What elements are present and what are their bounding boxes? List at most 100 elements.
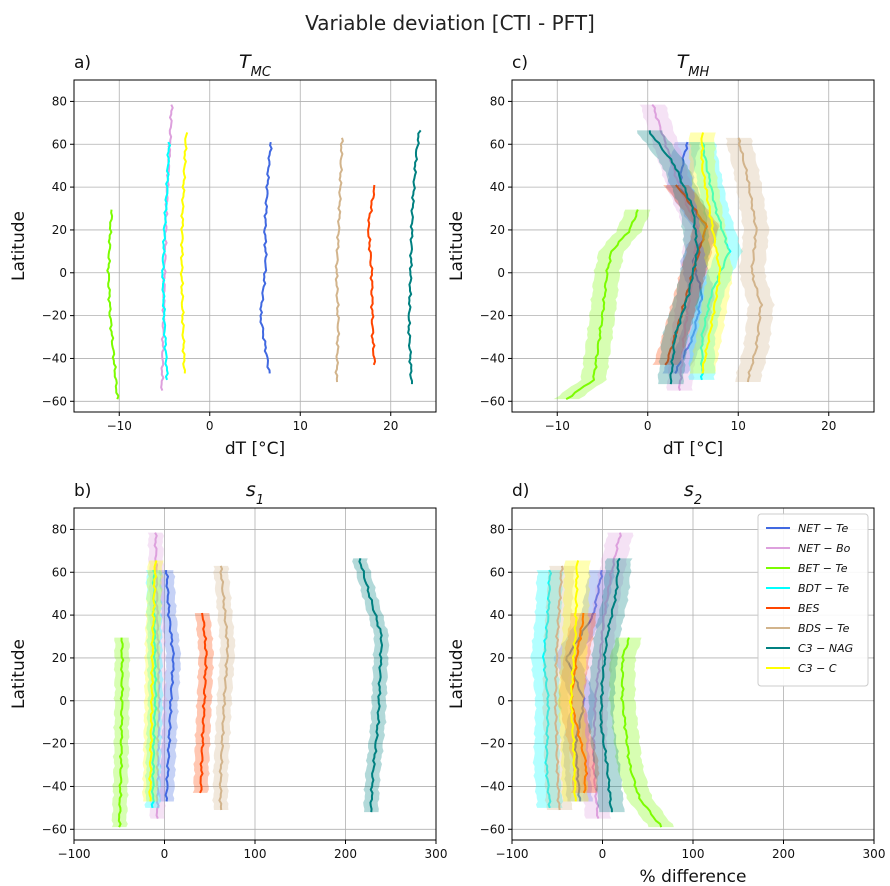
x-tick-label: 20 (821, 419, 836, 433)
y-tick-label: −40 (480, 351, 505, 365)
panel-label: b) (74, 481, 91, 501)
x-tick-label: 10 (293, 419, 308, 433)
panel-title: TMH (677, 51, 710, 80)
legend-label: BES (798, 602, 819, 615)
panel-label: c) (512, 53, 528, 73)
panel-title: TMC (239, 51, 272, 80)
panel-title: s1 (246, 479, 264, 508)
panel-c: −10 0 10 20 −60 −40 −20 0 20 40 60 80 c) TMH dT [°C] La… (447, 51, 875, 459)
y-tick-label: −60 (480, 394, 505, 408)
y-tick-label: 80 (52, 522, 67, 536)
panel-title-subscript: MC (251, 65, 272, 80)
y-tick-label: −60 (42, 394, 67, 408)
axes-frame (73, 79, 437, 413)
panel-title: s2 (684, 479, 702, 508)
series-group (530, 532, 674, 828)
series-line (199, 612, 208, 794)
series-line (651, 103, 700, 391)
series-line (553, 565, 564, 811)
x-tick-label: −10 (545, 419, 570, 433)
y-tick-label: 20 (52, 223, 67, 237)
y-tick-label: 80 (490, 522, 505, 536)
y-tick-label: 20 (490, 651, 505, 665)
series-band (608, 637, 674, 828)
y-tick-label: −40 (42, 779, 67, 793)
panel-label: d) (512, 481, 529, 501)
series-line (700, 132, 722, 374)
x-tick-label: 300 (863, 847, 886, 861)
panel-d: −100 0 100 200 300 −60 −40 −20 0 20 40 60 80 d) s2 % di… (447, 479, 885, 886)
legend-label: C3 − NAG (798, 642, 853, 655)
series-line (106, 209, 120, 400)
series-band (652, 184, 720, 365)
series-band (557, 560, 591, 802)
legend-label: C3 − C (798, 662, 837, 675)
series-band (553, 570, 615, 802)
y-tick-label: −20 (42, 737, 67, 751)
x-tick-label: 0 (644, 419, 652, 433)
y-axis-label: Latitude (447, 211, 467, 281)
legend-label: NET − Bo (798, 542, 851, 555)
figure-title: Variable deviation [CTI - PFT] (305, 11, 595, 35)
y-tick-label: 80 (52, 94, 67, 108)
series-line (599, 557, 621, 813)
panel-title-base: s (684, 479, 694, 501)
y-tick-label: 60 (52, 565, 67, 579)
y-tick-label: 0 (497, 266, 505, 280)
series-band (553, 209, 651, 400)
x-axis-label: dT [°C] (225, 439, 285, 459)
y-tick-label: 60 (490, 137, 505, 151)
series-line (358, 558, 384, 813)
y-tick-label: 20 (52, 651, 67, 665)
series-line (648, 130, 699, 385)
series-band (639, 104, 711, 391)
series-line (153, 532, 162, 819)
series-line (218, 565, 230, 811)
panel-title-base: s (246, 479, 256, 501)
series-line (161, 141, 172, 381)
y-tick-label: 60 (490, 565, 505, 579)
x-tick-label: 300 (425, 847, 448, 861)
legend: NET − Te NET − Bo BET − Te BDT − Te BES BDS −… (757, 513, 869, 687)
panel-a: −10 0 10 20 −60 −40 −20 0 20 40 60 80 a) TMC dT [°C] La… (9, 51, 437, 459)
y-axis-label: Latitude (9, 211, 29, 281)
series-line (620, 637, 663, 828)
series-group (106, 104, 422, 400)
series-line (407, 129, 422, 385)
legend-box (757, 513, 869, 687)
y-tick-label: −40 (42, 351, 67, 365)
axes-frame (511, 79, 875, 413)
series-line (259, 141, 273, 374)
series-band (662, 142, 719, 374)
y-tick-label: 0 (497, 694, 505, 708)
y-axis-label: Latitude (447, 639, 467, 709)
series-line (541, 569, 553, 809)
y-tick-label: 40 (490, 608, 505, 622)
x-tick-label: −10 (107, 419, 132, 433)
y-tick-label: −20 (480, 737, 505, 751)
y-tick-label: −40 (480, 779, 505, 793)
series-band (725, 137, 775, 383)
series-line (367, 184, 377, 366)
x-tick-label: 0 (599, 847, 607, 861)
series-band (688, 132, 733, 374)
x-tick-label: 200 (772, 847, 795, 861)
series-band (158, 570, 182, 802)
y-tick-label: 80 (490, 94, 505, 108)
y-tick-label: 20 (490, 223, 505, 237)
x-tick-label: 10 (731, 419, 746, 433)
x-tick-label: −100 (58, 847, 91, 861)
series-line (568, 560, 580, 802)
series-band (637, 130, 711, 385)
series-line (164, 570, 175, 802)
y-tick-label: 0 (59, 694, 67, 708)
panel-title-base: T (239, 51, 252, 73)
legend-label: NET − Te (798, 522, 848, 535)
y-tick-label: −60 (480, 822, 505, 836)
series-group (553, 103, 775, 401)
series-group (111, 532, 390, 828)
y-tick-label: 40 (52, 180, 67, 194)
panel-title-base: T (677, 51, 690, 73)
x-axis-label: % difference (640, 867, 747, 886)
